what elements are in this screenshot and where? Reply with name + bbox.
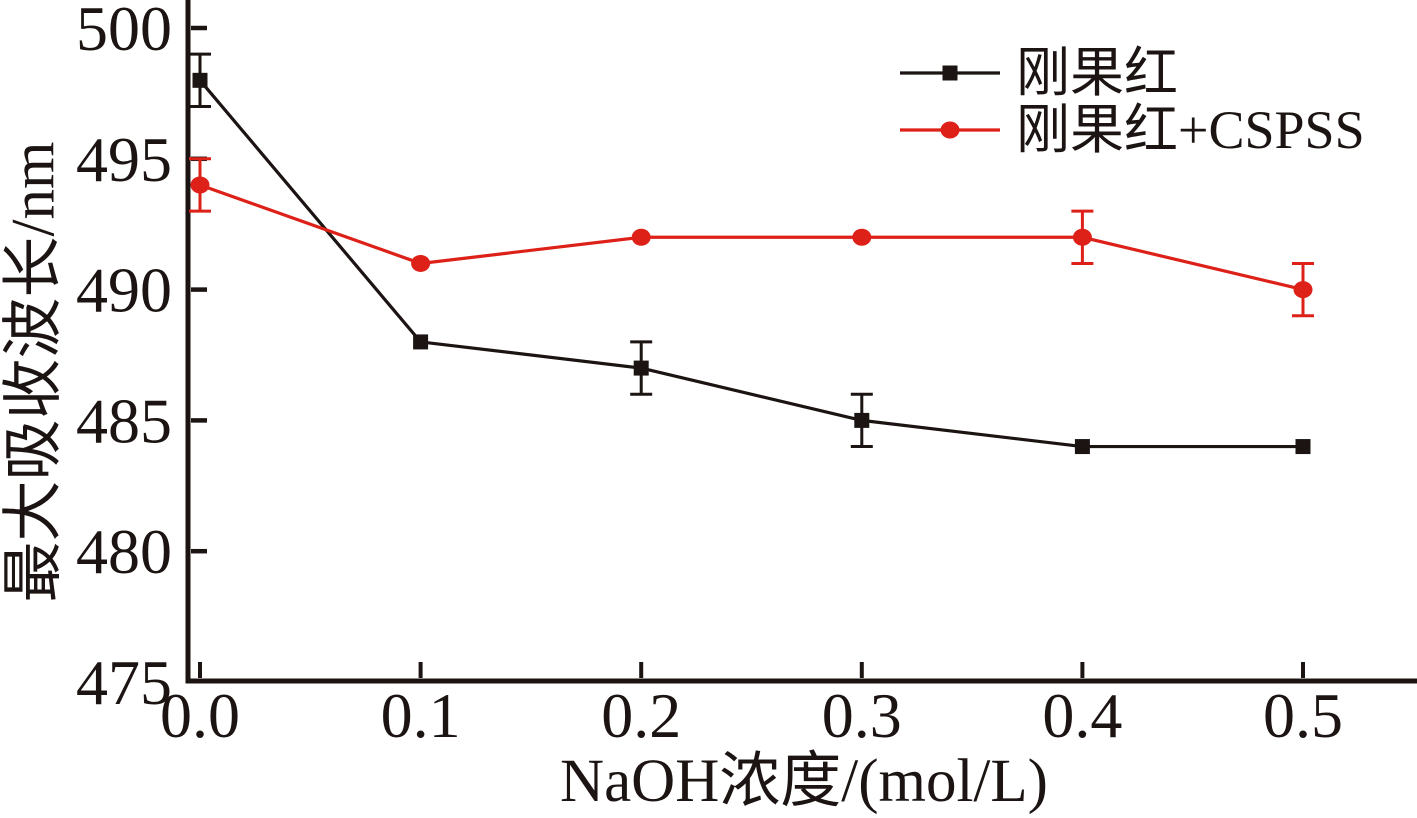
series-line [199,183,1304,292]
series-line [198,79,1303,449]
data-point-marker [633,360,649,376]
y-tick-label: 475 [76,647,172,718]
x-tick-label: 0.1 [381,680,461,751]
legend-swatch-circle-icon [900,121,1000,138]
x-tick-label: 0.4 [1042,680,1122,751]
data-point-marker [192,72,208,88]
data-point-marker [413,334,429,350]
x-tick-label: 0.3 [822,680,902,751]
y-tick-label: 485 [76,385,172,456]
y-tick-label: 480 [76,516,172,587]
legend-item-congo-red: 刚果红 [900,44,1365,101]
legend-item-congo-red-cspss: 刚果红+CSPSS [900,101,1365,158]
legend-label-congo-red: 刚果红 [1016,42,1178,103]
x-tick-label: 0.2 [601,680,681,751]
data-point-marker [1295,439,1311,455]
data-point-marker [1072,228,1092,246]
y-tick-label: 500 [76,0,172,64]
legend: 刚果红 刚果红+CSPSS [900,44,1365,158]
y-axis-title: 最大吸收波长/nm [0,141,68,603]
data-point-marker [631,228,651,246]
y-tick-label: 495 [76,124,172,195]
x-tick-label: 0.5 [1263,680,1343,751]
data-point-marker [854,412,870,428]
data-point-marker [1293,281,1313,299]
data-point-marker [190,176,210,194]
legend-swatch-square-icon [900,65,1000,80]
data-point-marker [1074,439,1090,455]
legend-label-congo-red-cspss: 刚果红+CSPSS [1016,99,1365,160]
x-tick-label: 0.0 [160,680,240,751]
data-point-marker [411,254,431,272]
y-tick-label: 490 [76,255,172,326]
data-point-marker [852,228,872,246]
x-axis-title: NaOH浓度/(mol/L) [560,748,1048,815]
